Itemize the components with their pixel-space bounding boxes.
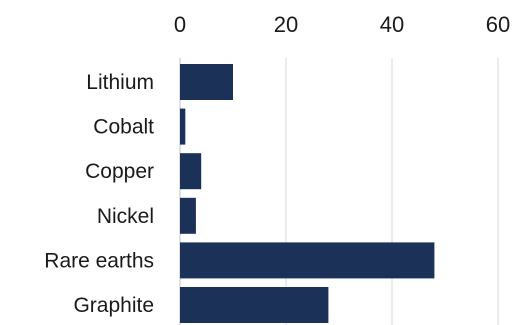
category-labels: Lithium Cobalt Copper Nickel Rare earths Grap… xyxy=(44,71,154,317)
bar-cobalt xyxy=(180,108,186,145)
category-label-rare-earths: Rare earths xyxy=(44,249,154,272)
bar-rare-earths xyxy=(180,242,435,279)
x-tick-label-0: 0 xyxy=(174,12,186,37)
bar-graphite xyxy=(180,287,329,323)
gridlines xyxy=(179,58,499,325)
bar-nickel xyxy=(180,197,196,234)
x-tick-label-60: 60 xyxy=(486,12,510,37)
category-label-lithium: Lithium xyxy=(86,71,154,94)
bars xyxy=(180,64,435,323)
bar-lithium xyxy=(180,64,233,100)
x-tick-label-20: 20 xyxy=(274,12,298,37)
bar-copper xyxy=(180,153,202,190)
category-label-cobalt: Cobalt xyxy=(93,116,154,139)
x-tick-label-40: 40 xyxy=(380,12,404,37)
category-label-graphite: Graphite xyxy=(73,294,154,317)
category-label-nickel: Nickel xyxy=(97,205,154,228)
category-label-copper: Copper xyxy=(85,160,154,183)
x-axis-ticks: 0 20 40 60 xyxy=(174,12,510,37)
